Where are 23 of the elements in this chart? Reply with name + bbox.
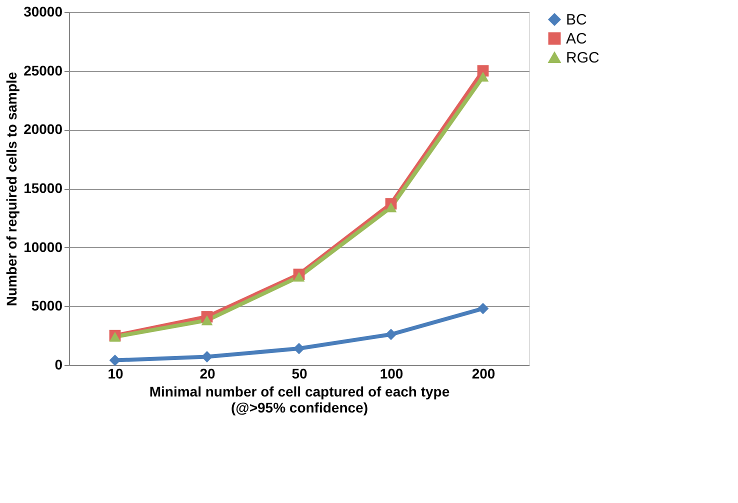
point	[477, 302, 489, 314]
y-tick-label: 25000	[24, 62, 63, 78]
y-tick-label: 10000	[24, 238, 63, 255]
x-tick-label: 100	[380, 366, 404, 382]
point	[385, 328, 397, 340]
legend-label: BC	[566, 12, 588, 28]
point	[293, 272, 305, 282]
point	[293, 342, 305, 354]
legend-label: RGC	[566, 50, 600, 66]
y-tick-label: 5000	[31, 298, 63, 314]
legend-label: AC	[566, 30, 588, 48]
y-tick-label: 20000	[24, 121, 63, 138]
x-axis-title: Minimal number of cell captured of each type (@>95% confidence)	[149, 384, 450, 416]
x-tick-label: 10	[108, 366, 124, 382]
x-tick-label: 200	[472, 366, 496, 382]
point	[477, 72, 489, 82]
x-tick-label: 50	[292, 366, 308, 382]
y-tick-label: 15000	[24, 180, 63, 196]
y-axis-title: Number of required cells to sample	[4, 72, 20, 306]
point	[201, 315, 213, 326]
y-tick-label: 30000	[24, 4, 63, 20]
y-tick-label: 0	[54, 356, 63, 372]
x-tick-label: 20	[200, 366, 216, 382]
